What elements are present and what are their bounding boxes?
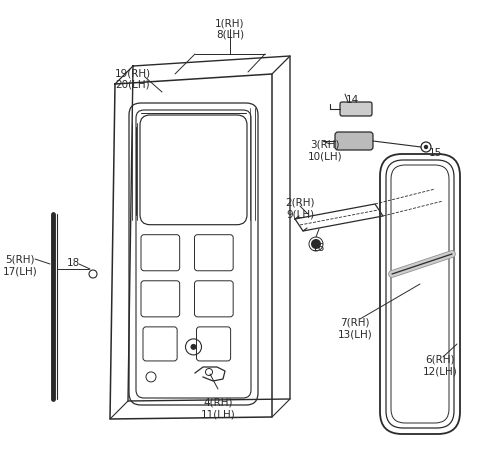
Text: 2(RH)
9(LH): 2(RH) 9(LH) [285, 197, 315, 219]
Text: 15: 15 [428, 148, 442, 157]
Text: 1(RH)
8(LH): 1(RH) 8(LH) [215, 18, 245, 40]
Text: 18: 18 [66, 258, 80, 268]
Text: 6(RH)
12(LH): 6(RH) 12(LH) [422, 354, 457, 376]
FancyBboxPatch shape [335, 133, 373, 151]
Text: 5(RH)
17(LH): 5(RH) 17(LH) [2, 254, 37, 276]
FancyBboxPatch shape [340, 103, 372, 117]
Circle shape [191, 344, 196, 350]
Text: 4(RH)
11(LH): 4(RH) 11(LH) [201, 397, 235, 419]
Circle shape [311, 239, 321, 249]
Text: 14: 14 [346, 95, 359, 105]
Text: 19(RH)
20(LH): 19(RH) 20(LH) [115, 68, 151, 89]
Text: 7(RH)
13(LH): 7(RH) 13(LH) [337, 317, 372, 339]
Text: 3(RH)
10(LH): 3(RH) 10(LH) [308, 140, 342, 161]
Text: 16: 16 [312, 243, 324, 253]
Circle shape [424, 146, 428, 149]
